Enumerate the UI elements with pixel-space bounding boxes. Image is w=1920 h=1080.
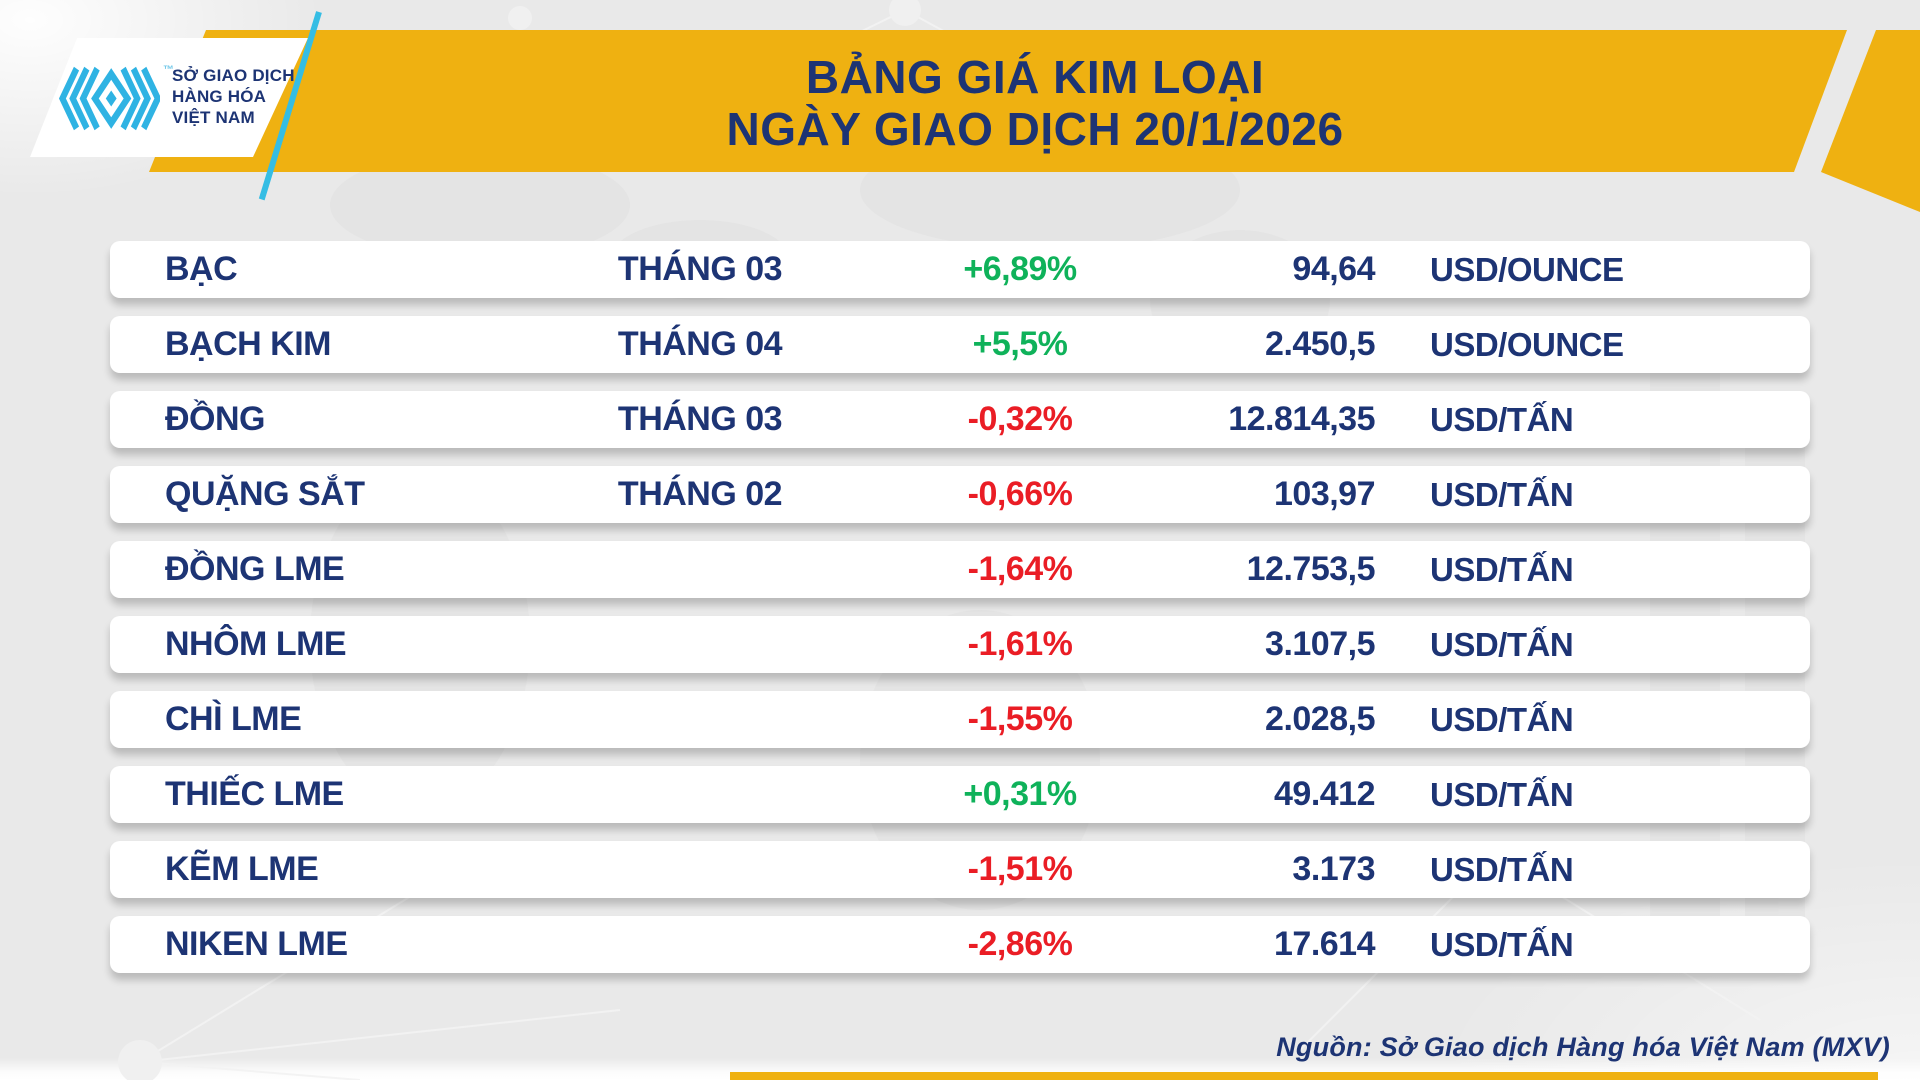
table-row: BẠCH KIM THÁNG 04 +5,5% 2.450,5 USD/OUNC… <box>110 316 1810 373</box>
change-percent: +6,89% <box>963 250 1077 288</box>
price-unit: USD/TẤN <box>1430 925 1574 963</box>
price-unit: USD/TẤN <box>1430 700 1574 738</box>
table-row: THIẾC LME +0,31% 49.412 USD/TẤN <box>110 766 1810 823</box>
change-percent: +5,5% <box>972 325 1068 363</box>
change-percent: -1,64% <box>967 550 1073 588</box>
price-table: BẠC THÁNG 03 +6,89% 94,64 USD/OUNCE BẠCH… <box>110 241 1810 973</box>
table-row: NIKEN LME -2,86% 17.614 USD/TẤN <box>110 916 1810 973</box>
change-percent: +0,31% <box>963 775 1077 813</box>
contract-month: THÁNG 03 <box>617 400 783 438</box>
change-percent: -1,55% <box>967 700 1073 738</box>
price-value: 94,64 <box>1292 250 1375 288</box>
table-row: BẠC THÁNG 03 +6,89% 94,64 USD/OUNCE <box>110 241 1810 298</box>
logo-org-name: SỞ GIAO DỊCH HÀNG HÓA VIỆT NAM <box>172 65 295 128</box>
price-unit: USD/TẤN <box>1430 550 1574 588</box>
logo-org-line3: VIỆT NAM <box>172 108 255 127</box>
mxv-logo: ™ SỞ GIAO DỊCH HÀNG HÓA VIỆT NAM <box>25 38 315 160</box>
price-value: 12.753,5 <box>1246 550 1376 588</box>
price-unit: USD/TẤN <box>1430 475 1574 513</box>
price-value: 3.173 <box>1292 850 1375 888</box>
commodity-name: ĐỒNG LME <box>165 550 345 588</box>
change-percent: -2,86% <box>967 925 1073 963</box>
bottom-accent-bar <box>730 1072 1878 1080</box>
price-value: 12.814,35 <box>1228 400 1375 438</box>
trademark-symbol: ™ <box>163 64 174 76</box>
commodity-name: BẠC <box>165 250 238 288</box>
price-unit: USD/OUNCE <box>1430 250 1624 288</box>
commodity-name: CHÌ LME <box>165 700 302 738</box>
commodity-name: QUẶNG SẮT <box>165 475 365 513</box>
source-note: Nguồn: Sở Giao dịch Hàng hóa Việt Nam (M… <box>1276 1032 1890 1062</box>
price-unit: USD/OUNCE <box>1430 325 1624 363</box>
commodity-name: ĐỒNG <box>165 400 266 438</box>
commodity-name: THIẾC LME <box>165 775 344 813</box>
price-value: 2.450,5 <box>1265 325 1375 363</box>
price-unit: USD/TẤN <box>1430 625 1574 663</box>
title-line-1: BẢNG GIÁ KIM LOẠI <box>805 51 1265 103</box>
table-row: ĐỒNG LME -1,64% 12.753,5 USD/TẤN <box>110 541 1810 598</box>
mxv-diamond-chevrons-icon <box>58 66 160 131</box>
logo-org-line1: SỞ GIAO DỊCH <box>172 66 295 85</box>
table-row: CHÌ LME -1,55% 2.028,5 USD/TẤN <box>110 691 1810 748</box>
table-row: KẼM LME -1,51% 3.173 USD/TẤN <box>110 841 1810 898</box>
price-value: 2.028,5 <box>1265 700 1375 738</box>
change-percent: -1,51% <box>967 850 1073 888</box>
table-row: ĐỒNG THÁNG 03 -0,32% 12.814,35 USD/TẤN <box>110 391 1810 448</box>
contract-month: THÁNG 02 <box>617 475 783 513</box>
change-percent: -1,61% <box>967 625 1073 663</box>
title-line-2: NGÀY GIAO DỊCH 20/1/2026 <box>726 103 1344 155</box>
change-percent: -0,66% <box>967 475 1073 513</box>
page-title: BẢNG GIÁ KIM LOẠI NGÀY GIAO DỊCH 20/1/20… <box>150 51 1920 155</box>
table-row: NHÔM LME -1,61% 3.107,5 USD/TẤN <box>110 616 1810 673</box>
commodity-name: KẼM LME <box>165 850 319 888</box>
contract-month: THÁNG 04 <box>617 325 783 363</box>
commodity-name: NIKEN LME <box>165 925 348 963</box>
price-value: 3.107,5 <box>1265 625 1375 663</box>
header-banner <box>149 30 1847 172</box>
price-value: 103,97 <box>1274 475 1376 513</box>
commodity-name: NHÔM LME <box>165 625 347 663</box>
contract-month: THÁNG 03 <box>617 250 783 288</box>
price-unit: USD/TẤN <box>1430 775 1574 813</box>
commodity-name: BẠCH KIM <box>165 325 331 363</box>
price-unit: USD/TẤN <box>1430 400 1574 438</box>
price-value: 49.412 <box>1274 775 1376 813</box>
change-percent: -0,32% <box>967 400 1073 438</box>
logo-org-line2: HÀNG HÓA <box>172 87 267 106</box>
price-unit: USD/TẤN <box>1430 850 1574 888</box>
price-value: 17.614 <box>1274 925 1376 963</box>
table-row: QUẶNG SẮT THÁNG 02 -0,66% 103,97 USD/TẤN <box>110 466 1810 523</box>
